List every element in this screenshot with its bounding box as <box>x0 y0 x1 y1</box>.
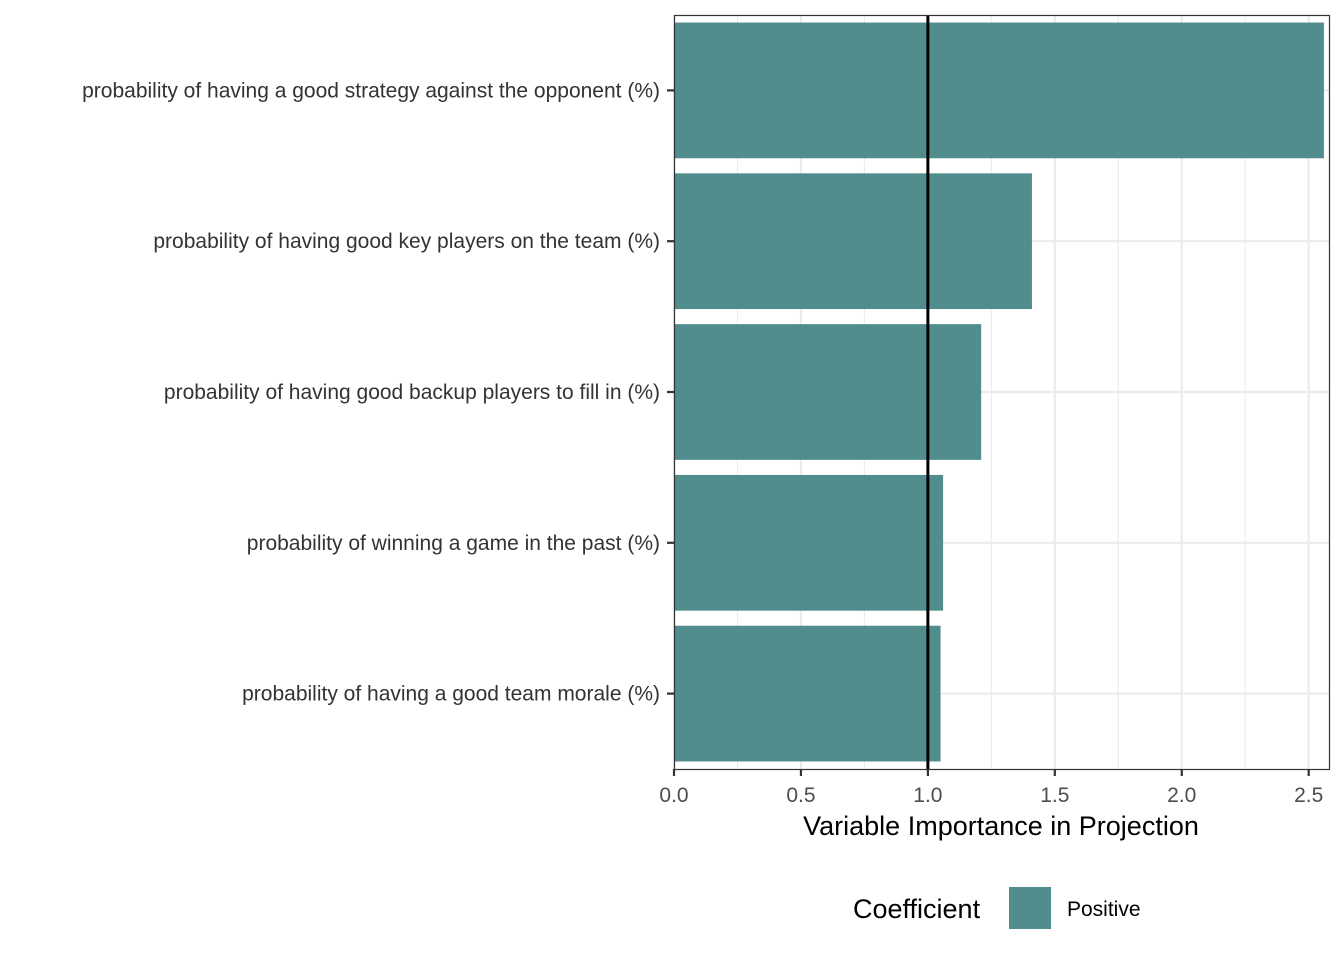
y-tick-label: probability of having good key players o… <box>153 230 660 253</box>
x-tick-label: 2.5 <box>1294 784 1323 807</box>
x-axis-title: Variable Importance in Projection <box>803 811 1199 841</box>
panel-border <box>673 14 1331 771</box>
x-tick-label: 1.5 <box>1040 784 1069 807</box>
y-axis: probability of having a good strategy ag… <box>82 79 674 706</box>
x-axis: 0.0 0.5 1.0 1.5 2.0 2.5 <box>659 769 1323 807</box>
y-tick-label: probability of having a good team morale… <box>242 683 660 706</box>
y-tick-label: probability of winning a game in the pas… <box>247 532 660 555</box>
legend-title: Coefficient <box>853 894 981 924</box>
legend-key-positive <box>1009 887 1051 929</box>
y-tick-label: probability of having good backup player… <box>164 381 660 404</box>
bar <box>674 474 944 611</box>
x-tick-label: 1.0 <box>913 784 942 807</box>
legend-label-positive: Positive <box>1067 898 1141 921</box>
bar <box>674 173 1032 310</box>
bar <box>674 22 1324 159</box>
x-tick-label: 2.0 <box>1167 784 1196 807</box>
x-tick-label: 0.5 <box>786 784 815 807</box>
legend: Coefficient Positive <box>853 887 1141 929</box>
bar <box>674 324 982 460</box>
bar <box>674 625 941 762</box>
bars <box>674 22 1324 762</box>
x-tick-label: 0.0 <box>659 784 688 807</box>
y-tick-label: probability of having a good strategy ag… <box>82 79 660 102</box>
